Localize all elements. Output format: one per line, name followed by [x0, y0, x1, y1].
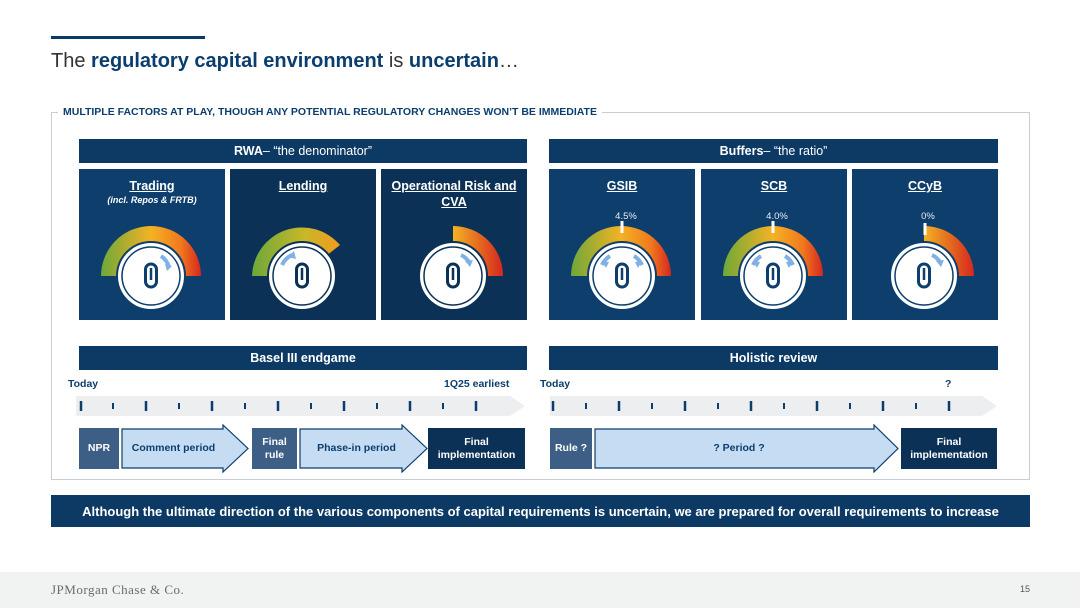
basel-endgame-bar: Basel III endgame: [79, 346, 527, 370]
card-title: Lending: [278, 179, 328, 193]
gauge-value-label: 0%: [921, 211, 935, 222]
gauge-full-arrow-up-icon: [101, 226, 201, 311]
page-title: The regulatory capital environment is un…: [51, 50, 519, 72]
card-title: CCyB: [907, 179, 943, 193]
timeline-left-arrow: [76, 396, 525, 416]
gauge-high-arrow-up-icon: [418, 226, 503, 311]
card-ccyb: CCyB 0%: [852, 169, 998, 320]
card-trading: Trading (incl. Repos & FRTB): [79, 169, 225, 320]
step-final-implementation-left: Final implementation: [428, 428, 525, 469]
card-gsib: GSIB 4.5%: [549, 169, 695, 320]
gauge-low-arrow-up-icon: [889, 223, 974, 311]
holistic-review-bar: Holistic review: [549, 346, 998, 370]
step-npr: NPR: [79, 428, 119, 469]
card-title: SCB: [760, 179, 788, 193]
frame-label: MULTIPLE FACTORS AT PLAY, THOUGH ANY POT…: [58, 106, 602, 118]
card-scb: SCB 4.0%: [701, 169, 847, 320]
gauge-value-label: 4.0%: [766, 211, 788, 222]
timeline-right-arrow: [550, 396, 997, 416]
step-rule: Rule ?: [550, 428, 592, 469]
step-phase-in-arrow: [299, 424, 428, 473]
timeline-left-start: Today: [68, 378, 99, 390]
gauge-bidirectional-icon: [571, 221, 671, 311]
buffers-header: Buffers – “the ratio”: [549, 139, 998, 163]
step-phase-in-label: Phase-in period: [317, 442, 396, 454]
card-title: GSIB: [606, 179, 638, 193]
card-operational-risk: Operational Risk and CVA: [381, 169, 527, 320]
step-comment-period-arrow: [121, 424, 249, 473]
step-final-implementation-right: Final implementation: [901, 428, 997, 469]
gauge-partial-arrow-up-icon: [252, 227, 340, 311]
step-period-arrow: [594, 424, 899, 473]
card-lending: Lending: [230, 169, 376, 320]
step-final-rule: Final rule: [252, 428, 297, 469]
card-title: Trading: [129, 179, 175, 193]
card-subtitle: (incl. Repos & FRTB): [107, 195, 197, 205]
gauge-value-label: 4.5%: [615, 211, 637, 222]
card-title: Operational Risk and CVA: [391, 179, 517, 209]
conclusion-banner: Although the ultimate direction of the v…: [51, 495, 1030, 527]
timeline-right-start: Today: [540, 378, 571, 390]
title-accent-rule: [51, 36, 205, 39]
page-number: 15: [1019, 584, 1030, 594]
timeline-left-end: 1Q25 earliest: [444, 378, 510, 390]
timeline-right-end: ?: [945, 378, 952, 390]
rwa-header: RWA – “the denominator”: [79, 139, 527, 163]
footer: JPMorgan Chase & Co. 15: [0, 572, 1080, 608]
jpmorgan-logo: JPMorgan Chase & Co.: [51, 582, 185, 597]
step-comment-period-label: Comment period: [131, 442, 216, 454]
step-period-label: ? Period ?: [713, 442, 765, 454]
gauge-bidirectional-icon: [723, 221, 823, 311]
